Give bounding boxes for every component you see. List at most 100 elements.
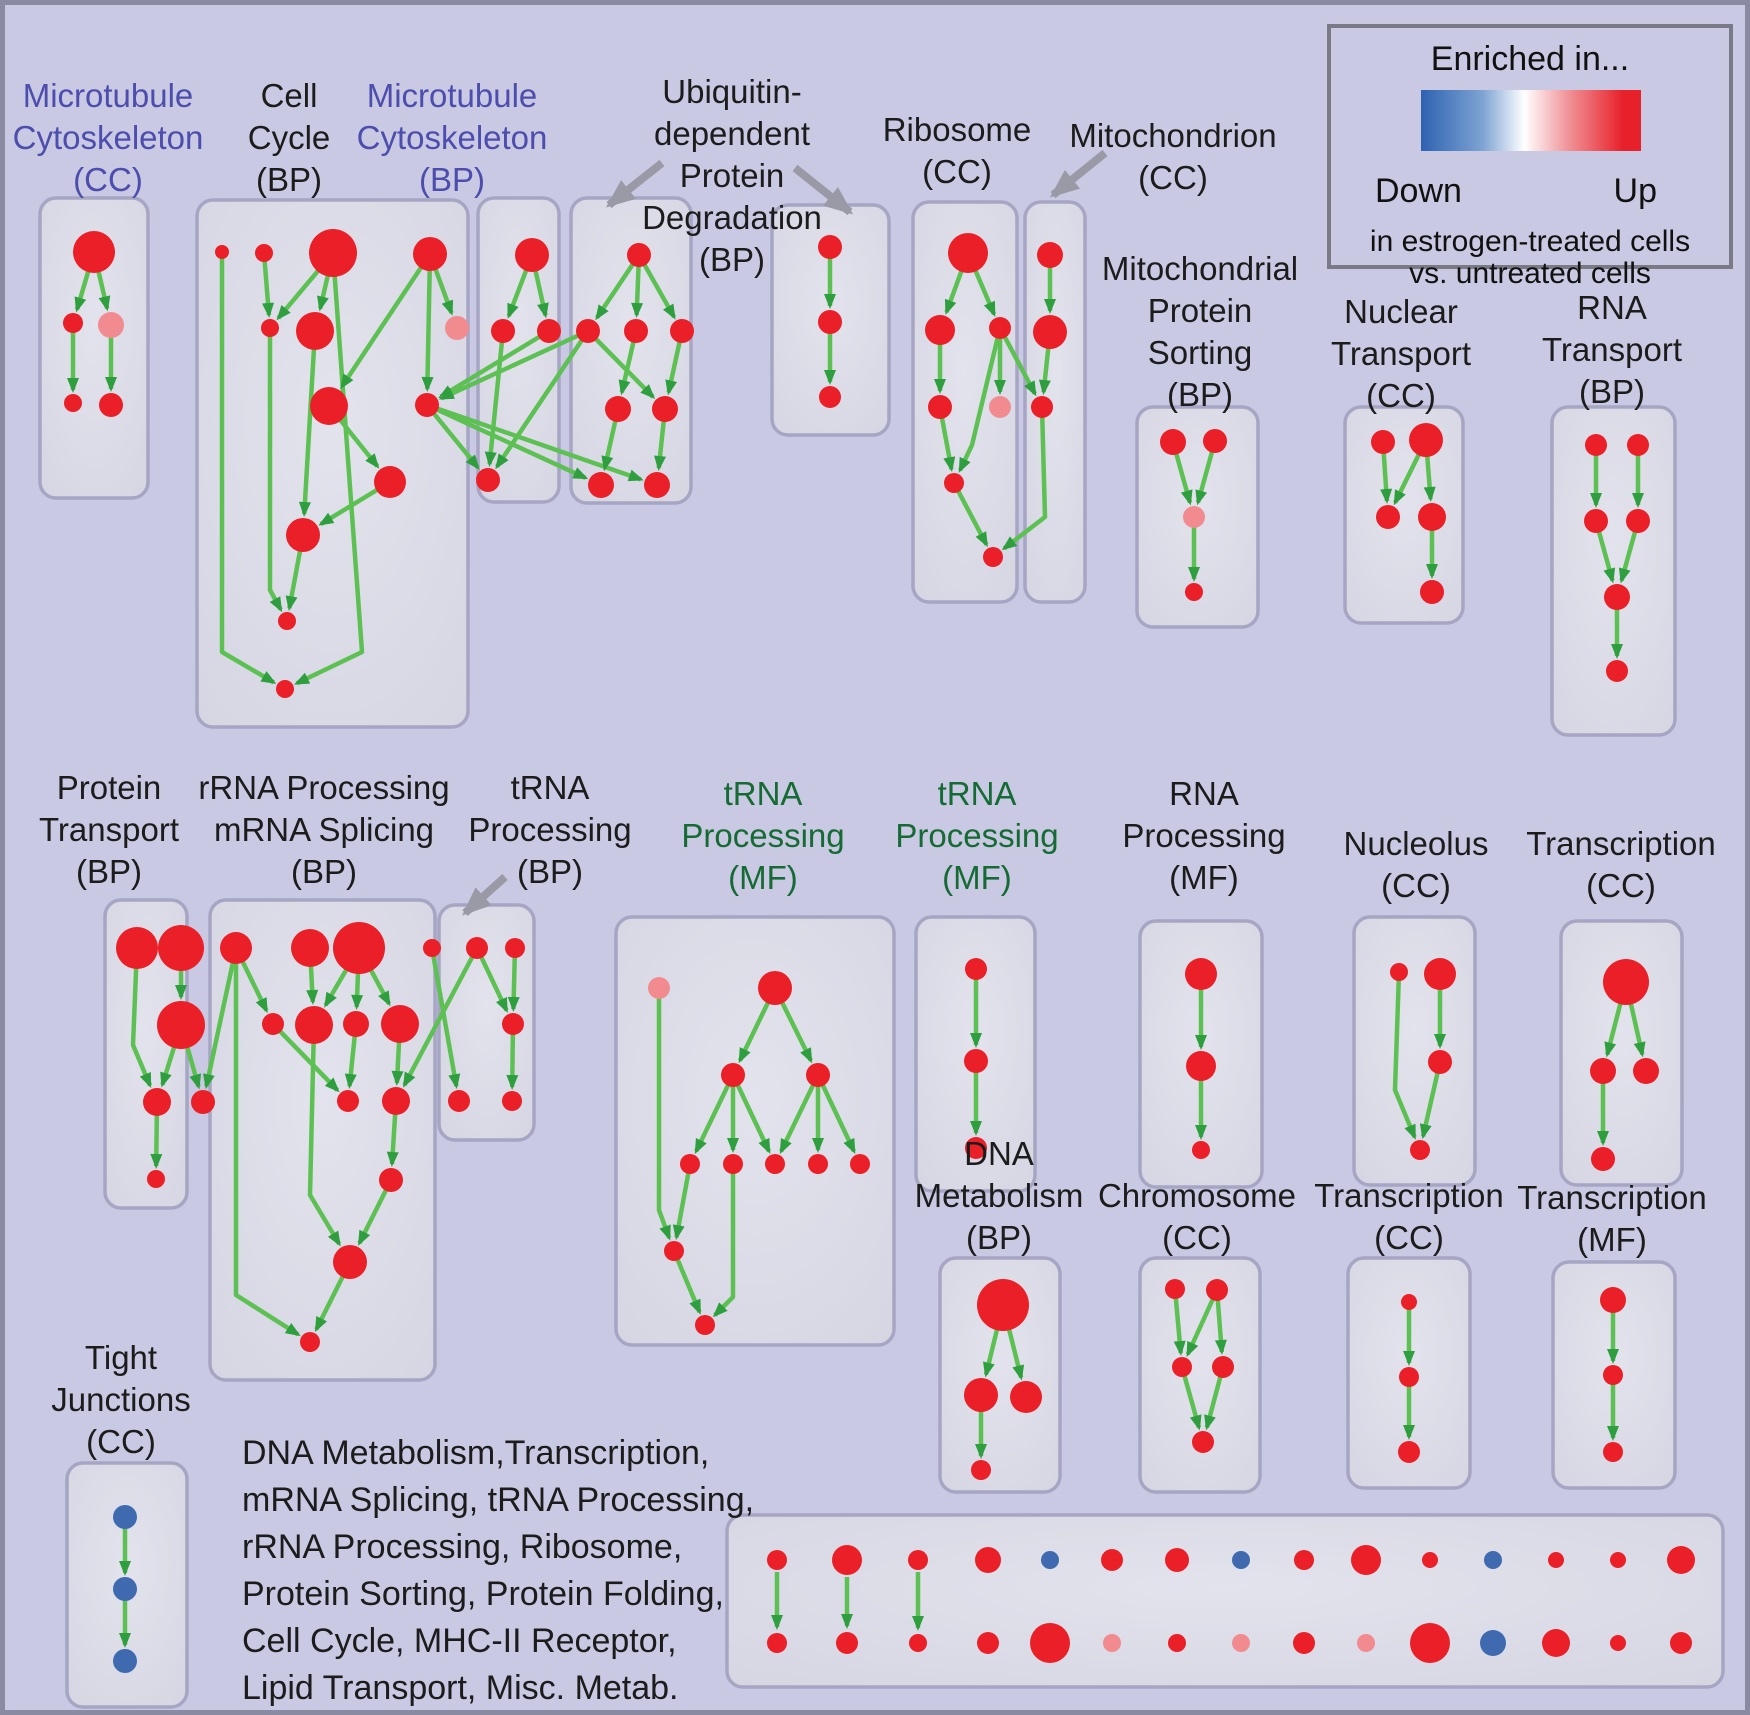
strip-node-bottom-7 <box>1168 1634 1186 1652</box>
label-pointer-arrow-4 <box>462 874 508 916</box>
node-cc10 <box>286 518 320 552</box>
node-u3 <box>670 319 694 343</box>
node-p5 <box>147 1170 165 1188</box>
panel-rrna-mrna <box>208 898 437 1382</box>
strip-node-bottom-8 <box>1232 1634 1250 1652</box>
strip-node-top-4 <box>975 1547 1001 1573</box>
panel-label-mt-bp-line-3: (BP) <box>418 161 485 198</box>
node-s3 <box>1185 583 1203 601</box>
strip-node-top-14 <box>1610 1552 1626 1568</box>
node-cc9 <box>374 466 406 498</box>
node-tb1 <box>505 938 525 958</box>
panel-label-ubiquitin-line-4: Degradation <box>642 199 822 236</box>
node-h <box>262 1013 284 1035</box>
node-r5 <box>944 473 964 493</box>
panel-label-nuclear-transport: Nuclear Transport (CC) <box>1331 291 1471 417</box>
strip-node-top-10 <box>1351 1545 1381 1575</box>
panel-label-cell-cycle-line-1: Cell <box>260 77 318 114</box>
panel-label-mt-cc-line-2: Cytoskeleton <box>12 119 204 156</box>
edge-f5-f10 <box>712 1164 736 1318</box>
panel-label-trna-bp-line-2: Processing <box>468 811 632 848</box>
node-t <box>379 1168 403 1192</box>
label-pointer-arrow-2 <box>792 164 854 216</box>
panel-label-trna-bp: tRNA Processing (BP) <box>468 767 631 893</box>
panel-label-ubiquitin-line-5: (BP) <box>698 241 765 278</box>
panel-label-trna-mf1-line-1: tRNA <box>723 775 803 812</box>
node-y1 <box>1590 1058 1616 1084</box>
panel-label-trna-mf1-line-3: (MF) <box>728 859 798 896</box>
edge-h-P <box>271 1022 340 1093</box>
edge-m2-cc7 <box>438 329 551 399</box>
edge-m1-m3 <box>484 330 506 468</box>
node-cc0 <box>215 245 229 259</box>
node-b1 <box>818 310 842 334</box>
strip-node-top-2 <box>832 1545 862 1575</box>
panel-label-mito-sorting-line-3: Sorting <box>1147 334 1253 371</box>
node-f2 <box>721 1063 745 1087</box>
node-z2 <box>1603 1442 1623 1462</box>
node-v5 <box>1606 660 1628 682</box>
panel-label-protein-transport-line-1: Protein <box>56 769 162 806</box>
strip-node-top-1 <box>767 1550 787 1570</box>
panel-transcription-cc2 <box>1559 919 1684 1187</box>
node-r0 <box>948 233 988 273</box>
node-e0 <box>1401 1294 1417 1310</box>
panel-label-ubiquitin: Ubiquitin-dependent Protein Degradation (BP… <box>642 71 822 281</box>
node-r3 <box>928 395 952 419</box>
node-v3 <box>1626 509 1650 533</box>
panel-label-transcription-mf: Transcription (MF) <box>1517 1177 1707 1261</box>
node-p1 <box>158 925 204 971</box>
panel-label-protein-transport: Protein Transport (BP) <box>39 767 179 893</box>
node-ch1 <box>1206 1279 1228 1301</box>
legend-title: Enriched in... <box>1430 40 1630 78</box>
node-tj1 <box>113 1577 137 1601</box>
strip-node-top-8 <box>1232 1551 1250 1569</box>
panel-label-cell-cycle: Cell Cycle (BP) <box>248 75 331 201</box>
panel-label-trna-mf1-line-2: Processing <box>681 817 845 854</box>
node-mm <box>343 1011 369 1037</box>
edge-L-u <box>307 1024 342 1247</box>
panel-label-dna-met: DNA Metabolism (BP) <box>915 1133 1084 1259</box>
panel-label-rrna-mrna-line-1: rRNA Processing <box>198 769 450 806</box>
node-r4 <box>989 396 1011 418</box>
panel-label-rna-transport-line-1: RNA <box>1577 289 1647 326</box>
node-u1 <box>576 319 600 343</box>
node-s0 <box>1160 429 1186 455</box>
legend-caption-2: vs. untreated cells <box>1409 257 1651 290</box>
strip-node-bottom-5 <box>1030 1623 1070 1663</box>
edge-f0-f9 <box>656 988 672 1241</box>
node-f1 <box>758 971 792 1005</box>
node-nn <box>381 1005 419 1043</box>
node-r6 <box>983 547 1003 567</box>
strip-node-top-7 <box>1165 1548 1189 1572</box>
node-q <box>382 1087 410 1115</box>
node-n0 <box>1371 430 1395 454</box>
node-cc8 <box>310 387 348 425</box>
node-v1 <box>1627 434 1649 456</box>
strip-node-top-12 <box>1484 1551 1502 1569</box>
node-n4 <box>1420 580 1444 604</box>
node-tb4 <box>502 1091 522 1111</box>
panel-label-trna-bp-line-1: tRNA <box>510 769 590 806</box>
strip-node-top-3 <box>908 1550 928 1570</box>
panel-label-rrna-mrna: rRNA Processing mRNA Splicing (BP) <box>198 767 449 893</box>
panel-label-mito-sorting-line-2: Protein <box>1147 292 1253 329</box>
strip-node-bottom-2 <box>836 1632 858 1654</box>
node-m0 <box>515 238 549 272</box>
panel-label-nuclear-transport-line-1: Nuclear <box>1344 293 1458 330</box>
panel-label-rna-proc-mf-line-3: (MF) <box>1169 859 1239 896</box>
edge-k-tb3 <box>429 947 461 1090</box>
edge-g-v <box>233 948 301 1337</box>
node-r2 <box>989 317 1011 339</box>
edge-ch2-ch4 <box>1179 1366 1202 1431</box>
legend-down-label: Down <box>1375 172 1462 210</box>
panel-label-rna-proc-mf-line-1: RNA <box>1169 775 1239 812</box>
node-ch3 <box>1212 1356 1234 1378</box>
panel-label-mt-cc: Microtubule Cytoskeleton (CC) <box>13 75 204 201</box>
panel-label-rna-proc-mf-line-2: Processing <box>1122 817 1286 854</box>
node-k <box>423 939 441 957</box>
panel-multi-cluster-strip <box>725 1513 1725 1689</box>
panel-label-mt-bp: Microtubule Cytoskeleton (BP) <box>357 75 548 201</box>
legend-box: Enriched in... Down Up in estrogen-treat… <box>1327 24 1733 290</box>
strip-node-top-5 <box>1041 1551 1059 1569</box>
